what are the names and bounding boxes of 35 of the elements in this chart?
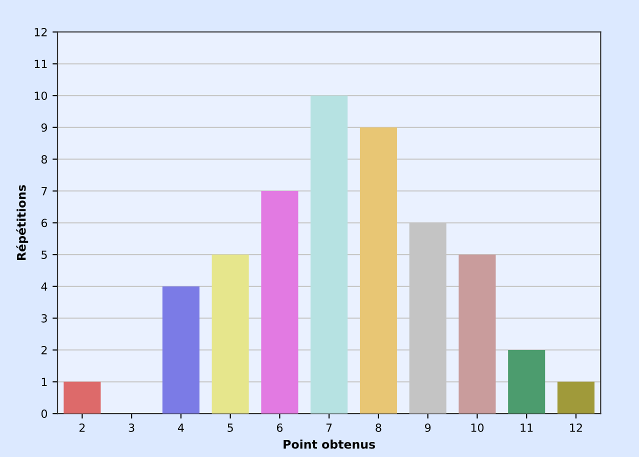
y-tick-label: 1 xyxy=(42,378,47,386)
x-axis-title: Point obtenus xyxy=(284,440,376,449)
x-tick-label: 12 xyxy=(570,424,582,432)
y-tick-label: 10 xyxy=(34,92,48,100)
x-tick-label: 11 xyxy=(520,424,533,432)
bar xyxy=(64,382,101,414)
y-tick-label: 0 xyxy=(41,410,48,418)
bar xyxy=(360,127,397,414)
x-tick-label: 6 xyxy=(276,424,283,432)
y-tick-label: 6 xyxy=(41,218,48,228)
y-tick-label: 3 xyxy=(42,314,47,323)
y-axis-title: Répétitions xyxy=(16,185,28,260)
bar xyxy=(458,254,496,414)
x-tick-label: 9 xyxy=(425,424,431,432)
x-tick-label: 4 xyxy=(178,424,184,432)
bar xyxy=(310,96,348,414)
y-tick-label: 2 xyxy=(42,346,47,354)
x-tick-label: 2 xyxy=(79,424,85,432)
y-tick-label: 11 xyxy=(34,60,47,68)
x-tick-label: 7 xyxy=(326,424,332,432)
bar xyxy=(557,382,594,414)
y-tick-label: 9 xyxy=(41,123,48,132)
y-tick-label: 5 xyxy=(42,250,47,259)
x-tick-label: 10 xyxy=(471,424,484,432)
bar xyxy=(508,350,546,414)
bar xyxy=(261,190,298,414)
y-tick-label: 7 xyxy=(42,187,47,196)
x-tick-label: 3 xyxy=(128,424,134,432)
y-tick-label: 4 xyxy=(41,282,48,291)
y-tick-label: 12 xyxy=(34,28,47,36)
y-tick-label: 8 xyxy=(41,155,48,164)
x-tick-label: 5 xyxy=(228,424,233,432)
bar xyxy=(212,254,249,414)
x-tick-label: 8 xyxy=(376,424,382,432)
bar xyxy=(162,286,200,414)
